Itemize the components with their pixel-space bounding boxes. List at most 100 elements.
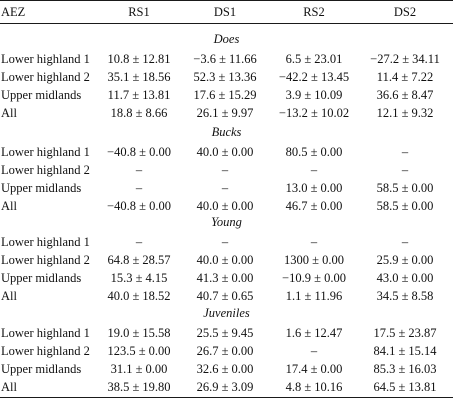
cell-rs2: −42.2 ± 13.45: [278, 70, 350, 84]
top-rule: [0, 0, 453, 1]
header-rs1: RS1: [128, 5, 150, 19]
cell-ds2: 17.5 ± 23.87: [373, 326, 437, 340]
table-row: Lower highland 2 123.5 ± 0.00 26.7 ± 0.00 –…: [0, 342, 453, 360]
header-rule: [0, 23, 453, 24]
cell-rs2: 1.6 ± 12.47: [285, 326, 343, 340]
header-ds2: DS2: [393, 5, 417, 19]
cell-rs1: 64.8 ± 28.57: [107, 253, 171, 267]
cell-ds1: 52.3 ± 13.36: [193, 70, 257, 84]
cell-rs2: 1.1 ± 11.96: [285, 289, 343, 303]
cell-ds2: –: [401, 163, 409, 177]
cell-rs2: 3.9 ± 10.09: [285, 88, 343, 102]
cell-ds1: –: [221, 181, 229, 195]
cell-ds2: –: [401, 235, 409, 249]
cell-aez: Upper midlands: [1, 362, 82, 376]
cell-aez: Upper midlands: [1, 181, 82, 195]
table-row: Upper midlands 15.3 ± 4.15 41.3 ± 0.00 −10.…: [0, 269, 453, 287]
table-row: Lower highland 1 – – – –: [0, 233, 453, 251]
section-title: Bucks: [211, 125, 242, 139]
cell-ds1: 40.0 ± 0.00: [196, 199, 254, 213]
cell-ds1: 26.7 ± 0.00: [196, 344, 254, 358]
cell-aez: Lower highland 2: [1, 70, 90, 84]
table-row: Upper midlands 11.7 ± 13.81 17.6 ± 15.29 3.…: [0, 86, 453, 104]
cell-rs2: −13.2 ± 10.02: [278, 106, 350, 120]
header-aez: AEZ: [1, 5, 26, 19]
cell-aez: All: [1, 199, 17, 213]
cell-ds1: 25.5 ± 9.45: [196, 326, 254, 340]
cell-aez: Lower highland 1: [1, 326, 90, 340]
cell-rs1: 31.1 ± 0.00: [110, 362, 168, 376]
table-row: Lower highland 1 19.0 ± 15.58 25.5 ± 9.45 1…: [0, 324, 453, 342]
cell-rs1: 11.7 ± 13.81: [107, 88, 171, 102]
cell-ds1: –: [221, 163, 229, 177]
cell-ds2: 34.5 ± 8.58: [376, 289, 434, 303]
table-row: All 18.8 ± 8.66 26.1 ± 9.97 −13.2 ± 10.02 12…: [0, 104, 453, 122]
header-ds1: DS1: [213, 5, 237, 19]
cell-rs2: –: [310, 235, 318, 249]
cell-ds1: 40.0 ± 0.00: [196, 145, 254, 159]
cell-rs1: –: [135, 163, 143, 177]
cell-aez: Lower highland 1: [1, 235, 90, 249]
cell-aez: Lower highland 1: [1, 52, 90, 66]
table-row: Lower highland 2 64.8 ± 28.57 40.0 ± 0.00 1…: [0, 251, 453, 269]
cell-rs2: 46.7 ± 0.00: [285, 199, 343, 213]
section-title: Juveniles: [203, 306, 250, 320]
bottom-rule: [0, 397, 453, 398]
cell-aez: All: [1, 289, 17, 303]
cell-rs1: 18.8 ± 8.66: [110, 106, 168, 120]
table-row: Lower highland 1 −40.8 ± 0.00 40.0 ± 0.00 8…: [0, 143, 453, 161]
cell-aez: Lower highland 2: [1, 344, 90, 358]
table-row: Lower highland 1 10.8 ± 12.81 −3.6 ± 11.66…: [0, 50, 453, 68]
cell-ds2: 36.6 ± 8.47: [376, 88, 434, 102]
cell-rs2: 80.5 ± 0.00: [285, 145, 343, 159]
cell-rs2: –: [310, 344, 318, 358]
table-row: Upper midlands – – 13.0 ± 0.00 58.5 ± 0.00: [0, 179, 453, 197]
cell-aez: Upper midlands: [1, 271, 82, 285]
section-title: Does: [213, 32, 240, 46]
cell-rs1: –: [135, 235, 143, 249]
cell-ds2: 25.9 ± 0.00: [376, 253, 434, 267]
cell-rs1: −40.8 ± 0.00: [107, 145, 171, 159]
cell-rs2: –: [310, 163, 318, 177]
cell-ds1: 41.3 ± 0.00: [196, 271, 254, 285]
cell-rs2: −10.9 ± 0.00: [282, 271, 346, 285]
header-rs2: RS2: [303, 5, 325, 19]
cell-aez: All: [1, 380, 17, 394]
table-row: Upper midlands 31.1 ± 0.00 32.6 ± 0.00 17.4…: [0, 360, 453, 378]
cell-rs1: 35.1 ± 18.56: [107, 70, 171, 84]
cell-rs1: 38.5 ± 19.80: [107, 380, 171, 394]
cell-rs2: 13.0 ± 0.00: [285, 181, 343, 195]
cell-rs1: 19.0 ± 15.58: [107, 326, 171, 340]
cell-aez: Lower highland 1: [1, 145, 90, 159]
cell-ds2: –: [401, 145, 409, 159]
cell-ds2: 11.4 ± 7.22: [376, 70, 434, 84]
cell-rs2: 6.5 ± 23.01: [285, 52, 343, 66]
cell-ds2: 85.3 ± 16.03: [373, 362, 437, 376]
cell-rs2: 1300 ± 0.00: [284, 253, 344, 267]
section-title: Young: [211, 215, 242, 229]
cell-ds2: −27.2 ± 34.11: [370, 52, 440, 66]
cell-rs1: –: [135, 181, 143, 195]
cell-rs1: 40.0 ± 18.52: [107, 289, 171, 303]
cell-rs1: 15.3 ± 4.15: [110, 271, 168, 285]
cell-rs2: 17.4 ± 0.00: [285, 362, 343, 376]
cell-rs2: 4.8 ± 10.16: [285, 380, 343, 394]
cell-ds1: 26.9 ± 3.09: [196, 380, 254, 394]
cell-aez: Lower highland 2: [1, 163, 90, 177]
cell-aez: Upper midlands: [1, 88, 82, 102]
table-row: All 38.5 ± 19.80 26.9 ± 3.09 4.8 ± 10.16 64.…: [0, 378, 453, 396]
cell-aez: Lower highland 2: [1, 253, 90, 267]
cell-ds2: 84.1 ± 15.14: [373, 344, 437, 358]
table-row: Lower highland 2 – – – –: [0, 161, 453, 179]
cell-ds2: 58.5 ± 0.00: [376, 199, 434, 213]
cell-ds2: 58.5 ± 0.00: [376, 181, 434, 195]
cell-ds2: 64.5 ± 13.81: [373, 380, 437, 394]
table-header-row: AEZ RS1 DS1 RS2 DS2: [0, 3, 453, 21]
cell-ds1: 32.6 ± 0.00: [196, 362, 254, 376]
table-row: Lower highland 2 35.1 ± 18.56 52.3 ± 13.36…: [0, 68, 453, 86]
cell-ds1: 17.6 ± 15.29: [193, 88, 257, 102]
cell-ds1: 26.1 ± 9.97: [196, 106, 254, 120]
cell-ds2: 43.0 ± 0.00: [376, 271, 434, 285]
cell-ds1: 40.7 ± 0.65: [196, 289, 254, 303]
